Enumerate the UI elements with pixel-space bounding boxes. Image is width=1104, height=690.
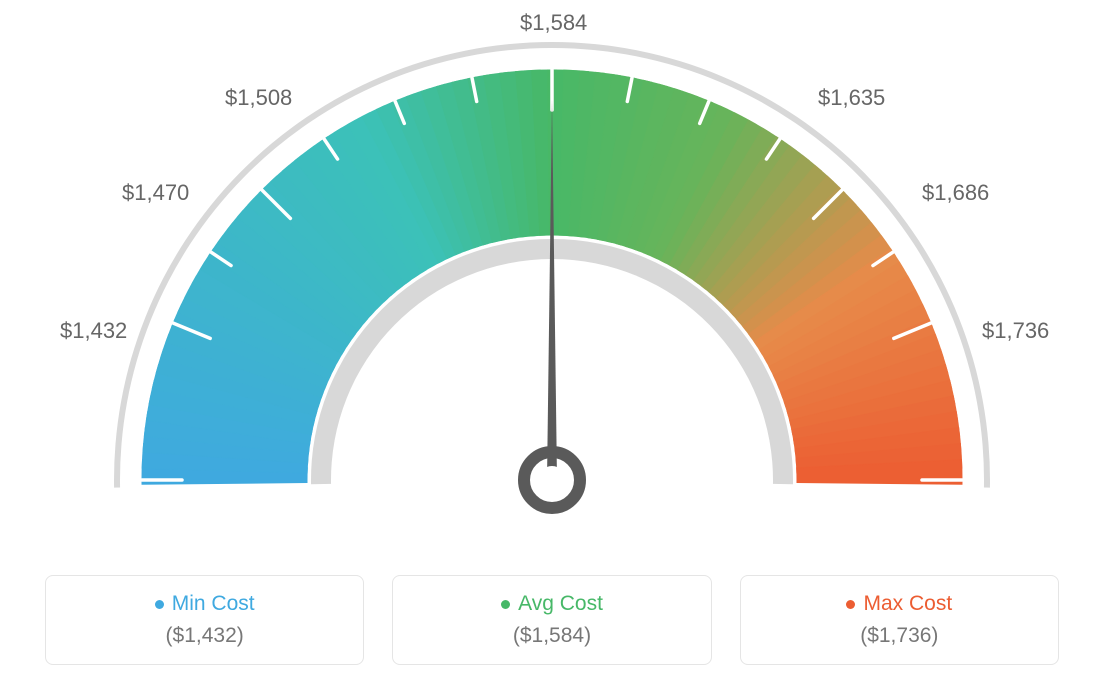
max-dot-icon — [846, 600, 855, 609]
max-cost-value: ($1,736) — [860, 624, 938, 648]
summary-cards: Min Cost ($1,432) Avg Cost ($1,584) Max … — [45, 575, 1059, 665]
min-dot-icon — [155, 600, 164, 609]
chart-container: $1,432 $1,470 $1,508 $1,584 $1,635 $1,686 $1,7… — [0, 0, 1104, 690]
avg-cost-card: Avg Cost ($1,584) — [392, 575, 711, 665]
gauge-area: $1,432 $1,470 $1,508 $1,584 $1,635 $1,686 $1,7… — [0, 0, 1104, 555]
avg-dot-icon — [501, 600, 510, 609]
max-cost-label: Max Cost — [863, 592, 952, 616]
gauge-tick-label: $1,470 — [122, 180, 189, 206]
avg-cost-label: Avg Cost — [518, 592, 603, 616]
avg-cost-label-row: Avg Cost — [501, 592, 603, 616]
gauge-tick-label: $1,508 — [225, 85, 292, 111]
gauge-tick-label: $1,635 — [818, 85, 885, 111]
min-cost-value: ($1,432) — [166, 624, 244, 648]
gauge-tick-label: $1,584 — [520, 10, 587, 36]
gauge-tick-label: $1,686 — [922, 180, 989, 206]
gauge-svg — [0, 0, 1104, 555]
min-cost-label-row: Min Cost — [155, 592, 255, 616]
min-cost-label: Min Cost — [172, 592, 255, 616]
min-cost-card: Min Cost ($1,432) — [45, 575, 364, 665]
avg-cost-value: ($1,584) — [513, 624, 591, 648]
max-cost-label-row: Max Cost — [846, 592, 952, 616]
max-cost-card: Max Cost ($1,736) — [740, 575, 1059, 665]
gauge-tick-label: $1,432 — [60, 318, 127, 344]
gauge-tick-label: $1,736 — [982, 318, 1049, 344]
